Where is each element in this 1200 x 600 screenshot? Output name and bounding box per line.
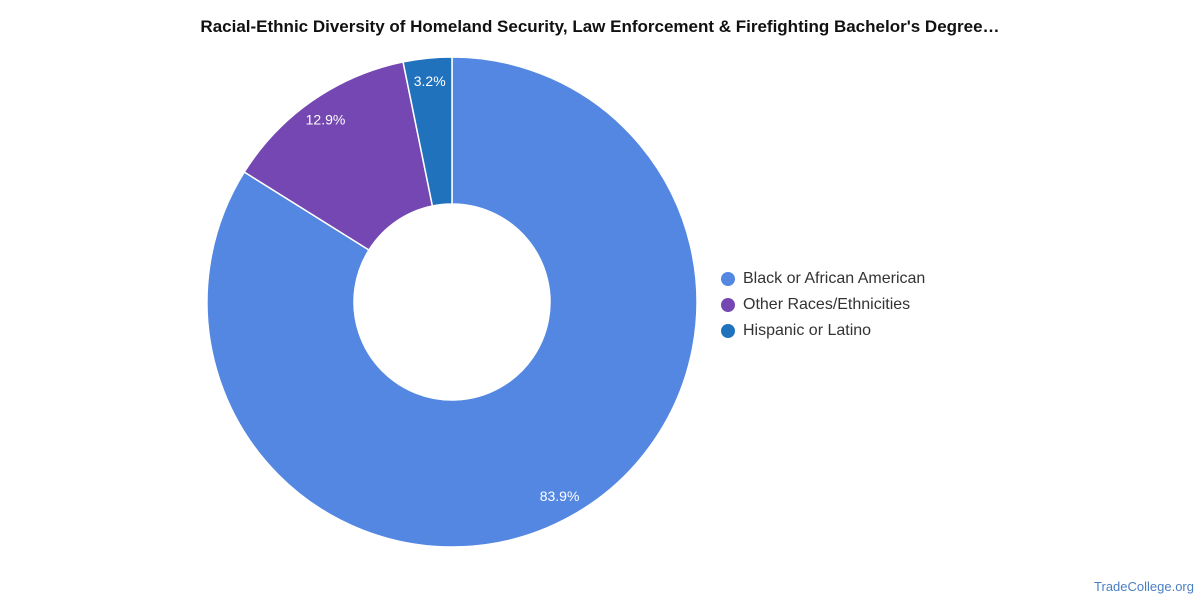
donut-slice-2[interactable] (402, 56, 453, 207)
source-link[interactable]: TradeCollege.org (1094, 579, 1194, 594)
legend-swatch (721, 272, 735, 286)
legend-item-other-races-ethnicities[interactable]: Other Races/Ethnicities (721, 292, 925, 318)
donut-slice-1[interactable] (243, 61, 434, 252)
legend-swatch (721, 324, 735, 338)
slice-value-label-0: 83.9% (540, 488, 580, 504)
legend-label: Black or African American (743, 270, 926, 287)
legend-label: Other Races/Ethnicities (743, 296, 911, 313)
slice-value-label-1: 12.9% (306, 112, 346, 128)
legend-label: Hispanic or Latino (743, 322, 872, 339)
chart-legend: Black or African American Other Races/Et… (721, 266, 925, 344)
legend-item-hispanic-or-latino[interactable]: Hispanic or Latino (721, 318, 925, 344)
slice-value-label-2: 3.2% (414, 73, 446, 89)
legend-item-black-or-african-american[interactable]: Black or African American (721, 266, 925, 292)
chart-title: Racial-Ethnic Diversity of Homeland Secu… (200, 17, 1000, 36)
legend-swatch (721, 298, 735, 312)
donut-slice-0[interactable] (206, 56, 698, 548)
